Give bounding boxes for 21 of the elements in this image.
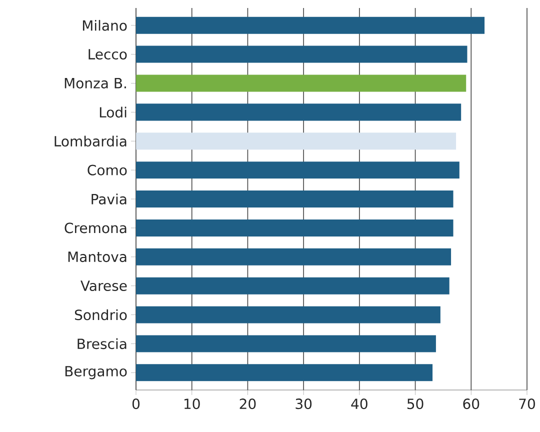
y-tick-label: Como: [88, 164, 127, 176]
x-tick-label: 20: [240, 398, 256, 410]
y-tick-label: Mantova: [68, 252, 126, 262]
y-tick-label: Monza B.: [64, 78, 126, 88]
x-tick-label: 70: [519, 398, 535, 410]
y-tick-label: Milano: [82, 20, 127, 31]
x-tick-label: 0: [132, 398, 140, 410]
y-tick-label: Sondrio: [74, 309, 127, 320]
x-tick-label: 10: [184, 398, 200, 410]
y-tick-label: Lombardia: [54, 136, 126, 147]
y-tick-label: Varese: [80, 280, 127, 292]
y-tick-label: Bergamo: [65, 366, 127, 380]
y-tick-label: Lodi: [100, 106, 126, 118]
x-tick-label: 50: [407, 398, 424, 410]
x-tick-label: 30: [296, 398, 312, 410]
y-tick-label: Brescia: [78, 338, 126, 350]
y-tick-label: Cremona: [64, 222, 126, 234]
x-tick-label: 60: [463, 398, 480, 410]
x-tick-label: 40: [351, 398, 368, 410]
y-tick-label: Lecco: [88, 49, 127, 60]
y-tick-label: Pavia: [92, 194, 126, 204]
